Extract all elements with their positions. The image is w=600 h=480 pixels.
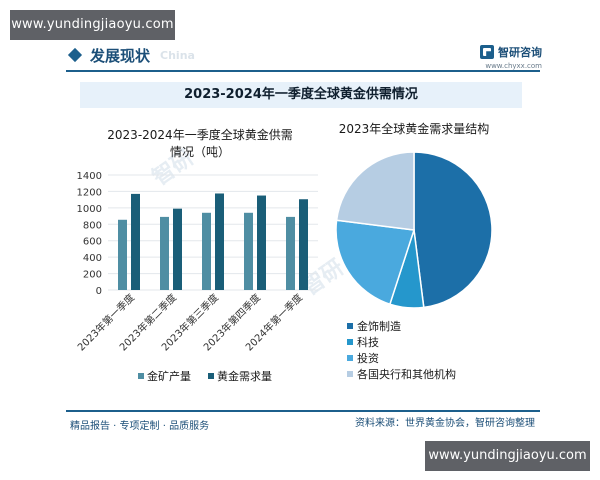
bar-legend-swatch [208, 373, 214, 379]
pie-legend-label: 投资 [357, 351, 379, 365]
bar-demand [257, 195, 266, 290]
bar-supply [160, 216, 169, 290]
bar-y-tick-label: 800 [83, 220, 102, 231]
brand-site: www.chyxx.com [485, 62, 542, 70]
bar-demand [215, 193, 224, 290]
bar-y-tick-label: 0 [96, 286, 102, 297]
pie-legend-label: 金饰制造 [357, 319, 401, 333]
bar-y-tick-label: 1400 [77, 171, 102, 182]
pie-chart-title: 2023年全球黄金需求量结构 [339, 121, 490, 136]
pie-legend-label: 科技 [357, 335, 379, 349]
pie-legend-label: 各国央行和其他机构 [357, 367, 456, 381]
bar-demand [173, 208, 182, 290]
bar-supply [202, 212, 211, 290]
watermark-top-left: www.yundingjiaoyu.com [10, 10, 175, 40]
footer-source: 资料来源：世界黄金协会，智研咨询整理 [355, 418, 535, 429]
pie-slice [335, 219, 415, 306]
bar-legend-label: 金矿产量 [147, 369, 191, 383]
bar-supply [244, 212, 253, 290]
bar-supply [286, 216, 295, 290]
bar-y-tick-label: 400 [83, 253, 102, 264]
bar-chart-title-line-2: 情况（吨） [170, 145, 230, 159]
header-rule [66, 70, 540, 72]
footer-slogan: 精品报告 · 专项定制 · 品质服务 [70, 421, 210, 432]
brand-name: 智研咨询 [498, 46, 542, 59]
bar-chart-title-line-1: 2023-2024年一季度全球黄金供需 [107, 127, 292, 142]
section-header: 发展现状 China [67, 44, 195, 66]
pie-legend-swatch [347, 323, 353, 329]
pie-legend-swatch [347, 371, 353, 377]
pie-slice [335, 151, 415, 231]
bar-chart: 2023-2024年一季度全球黄金供需 情况（吨） 0 200 400 600 800 1… [75, 127, 318, 383]
banner-title: 2023-2024年一季度全球黄金供需情况 [80, 82, 522, 108]
bar-demand [131, 193, 140, 290]
section-title: 发展现状 [90, 46, 151, 65]
brand-block: 智研咨询 www.chyxx.com [462, 44, 542, 70]
brand-logo-icon [480, 45, 494, 59]
pie-legend-swatch [347, 339, 353, 345]
bar-y-tick-label: 600 [83, 237, 102, 248]
footer-rule [66, 410, 540, 412]
bar-demand [299, 199, 308, 290]
bar-legend-swatch [138, 373, 144, 379]
bar-legend-label: 黄金需求量 [217, 369, 272, 383]
section-faint-label: China [160, 48, 195, 62]
bar-supply [118, 219, 127, 290]
bar-y-tick-label: 200 [83, 270, 102, 281]
bar-y-tick-label: 1000 [77, 204, 102, 215]
bar-y-tick-label: 1200 [77, 187, 102, 198]
pie-slice [413, 151, 493, 309]
pie-legend-swatch [347, 355, 353, 361]
watermark-bottom-right: www.yundingjiaoyu.com [425, 441, 590, 471]
